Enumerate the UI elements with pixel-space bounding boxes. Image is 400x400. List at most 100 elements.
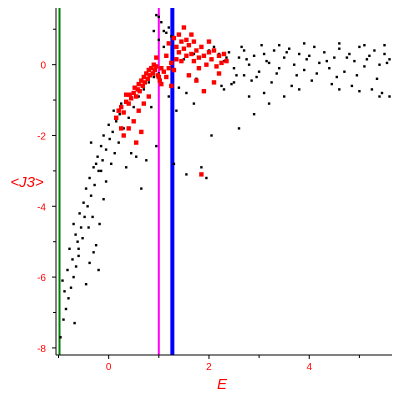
data-point (222, 88, 226, 91)
data-point (373, 49, 376, 52)
data-point (201, 53, 207, 58)
data-point (147, 81, 150, 84)
data-point (110, 162, 113, 165)
data-point (272, 49, 276, 52)
data-point (99, 169, 103, 173)
data-point (211, 48, 217, 53)
data-point (325, 59, 328, 63)
data-point (303, 42, 306, 45)
data-point (119, 126, 124, 131)
data-point (167, 26, 170, 29)
data-point (170, 35, 173, 38)
data-point (114, 115, 119, 120)
data-point (171, 67, 177, 73)
data-point (117, 141, 120, 144)
data-point (219, 60, 224, 66)
y-axis-title: <J3> (10, 174, 44, 191)
data-point (97, 169, 100, 173)
data-point (142, 88, 145, 91)
data-point (121, 110, 126, 115)
data-point (155, 144, 158, 148)
data-point (68, 247, 71, 250)
data-point (175, 109, 178, 112)
data-point (315, 72, 318, 75)
data-point (81, 237, 84, 240)
data-point (99, 144, 103, 148)
data-point (126, 126, 131, 131)
data-point (166, 41, 171, 46)
data-point (140, 83, 145, 89)
data-point (112, 109, 115, 112)
data-point (275, 72, 278, 75)
data-point (240, 45, 243, 49)
data-point (288, 47, 291, 50)
data-point (303, 68, 306, 72)
data-point (368, 54, 371, 57)
data-point (156, 74, 161, 80)
data-point (247, 63, 251, 66)
y-tick-label: 0 (40, 61, 46, 72)
data-point (199, 44, 204, 50)
data-point (71, 258, 74, 261)
data-point (177, 86, 181, 89)
data-point (134, 94, 139, 99)
data-point (186, 73, 192, 78)
data-point (181, 25, 187, 30)
data-point (298, 52, 301, 56)
data-point (149, 66, 154, 71)
data-point (375, 77, 379, 80)
data-point (206, 39, 212, 44)
data-point (247, 95, 251, 98)
data-point (122, 127, 125, 130)
data-point (328, 67, 331, 70)
data-point (84, 187, 88, 190)
data-point (350, 84, 354, 88)
data-point (92, 166, 95, 169)
data-point (160, 21, 163, 24)
data-point (79, 226, 83, 229)
data-point (137, 89, 142, 94)
data-point (67, 297, 70, 300)
data-point (206, 50, 212, 55)
y-tick-label: -2 (37, 131, 46, 142)
data-point (214, 64, 219, 69)
data-point (278, 67, 281, 70)
data-point (94, 244, 98, 247)
data-point (383, 44, 386, 47)
data-point (355, 74, 359, 77)
data-point (102, 198, 105, 201)
data-point (91, 215, 94, 219)
data-points (59, 13, 391, 339)
data-point (162, 45, 165, 49)
data-point (343, 70, 346, 73)
data-point (242, 49, 246, 52)
data-point (101, 159, 104, 162)
data-point (252, 54, 256, 57)
data-point (86, 205, 89, 208)
tick-marks-and-labels: 0 2 4 0 -2 -4 -6 -8 (37, 28, 360, 373)
data-point (196, 55, 202, 60)
data-point (267, 102, 271, 105)
data-point (210, 134, 213, 137)
data-point (308, 54, 311, 57)
data-point (113, 152, 116, 155)
data-point (257, 70, 261, 73)
data-point (59, 336, 62, 339)
data-point (385, 61, 389, 65)
data-point (185, 91, 188, 95)
data-point (290, 84, 293, 88)
data-point (216, 53, 222, 58)
data-point (152, 29, 155, 33)
data-point (157, 38, 160, 42)
y-tick-label: -6 (37, 273, 46, 284)
data-point (200, 166, 203, 169)
data-point (345, 56, 349, 59)
data-point (92, 251, 95, 254)
data-point (191, 58, 197, 64)
data-point (77, 254, 80, 258)
data-point (205, 176, 208, 180)
data-point (313, 45, 316, 49)
data-point (136, 108, 141, 113)
data-point (132, 105, 135, 109)
